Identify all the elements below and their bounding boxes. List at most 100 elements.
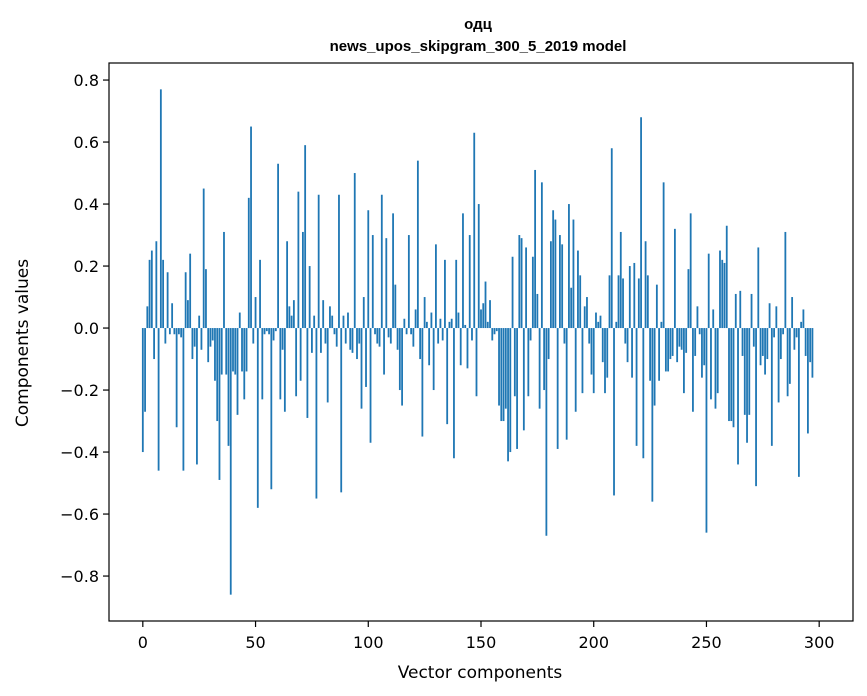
bar (374, 328, 376, 335)
bar (471, 328, 473, 341)
bar (389, 328, 392, 344)
bar (270, 328, 273, 490)
bar (545, 328, 548, 536)
bar (214, 328, 216, 381)
bar (793, 328, 796, 350)
bar (608, 275, 611, 329)
bar (493, 328, 496, 335)
bar (554, 219, 557, 329)
bar (651, 328, 654, 502)
bar (635, 328, 638, 446)
bar (446, 328, 449, 425)
bar (795, 328, 798, 338)
bar (369, 328, 372, 443)
bar (800, 321, 803, 329)
bar (405, 328, 408, 335)
bar (707, 253, 710, 329)
bar (619, 231, 622, 329)
bar (351, 328, 354, 353)
bar (743, 328, 746, 415)
bar (464, 324, 467, 329)
bar (597, 321, 600, 329)
bar (721, 259, 724, 329)
y-tick-label: 0.8 (74, 71, 99, 90)
bar (786, 328, 789, 397)
bar (385, 238, 388, 329)
bar (725, 225, 728, 329)
bar (227, 328, 230, 446)
bar (344, 328, 347, 344)
bar (148, 259, 151, 329)
bar (141, 328, 144, 453)
bar (306, 328, 309, 418)
bar (272, 328, 275, 341)
bar (432, 328, 435, 391)
x-tick-label: 50 (245, 633, 265, 652)
bar (301, 231, 304, 329)
bar (455, 259, 458, 329)
bar (764, 328, 766, 375)
x-tick-label: 300 (804, 633, 835, 652)
bar (622, 278, 624, 329)
bar (811, 328, 814, 378)
bar (482, 303, 485, 329)
bar (653, 328, 656, 406)
bar (182, 328, 185, 471)
bar (498, 328, 500, 406)
bar (741, 328, 744, 356)
bar (683, 328, 685, 394)
bar (383, 328, 385, 375)
bar (202, 188, 205, 329)
bar (802, 309, 805, 329)
bar (144, 328, 146, 412)
bar (698, 328, 701, 335)
bar (419, 328, 422, 360)
bar (559, 235, 561, 329)
bar (396, 328, 399, 350)
bar (518, 235, 521, 329)
bar (444, 259, 446, 329)
bar (412, 328, 415, 347)
bar (502, 328, 505, 422)
bar (286, 241, 289, 329)
bar (552, 210, 555, 329)
bar (430, 312, 433, 329)
bar (207, 328, 210, 363)
bar (365, 328, 367, 387)
bar (459, 328, 462, 366)
y-tick-label: −0.2 (60, 381, 99, 400)
bar (737, 328, 739, 465)
y-tick-label: −0.4 (60, 443, 99, 462)
bar (662, 182, 665, 329)
bar (667, 328, 670, 372)
bar (475, 328, 478, 397)
bar (583, 306, 586, 329)
bar (281, 328, 284, 350)
bar (775, 306, 778, 329)
bar (367, 210, 370, 329)
bar (414, 309, 417, 329)
bar (768, 303, 771, 329)
bar (807, 328, 809, 434)
bar (773, 328, 775, 338)
bar (329, 306, 331, 329)
bar (761, 328, 764, 356)
bar (525, 247, 527, 329)
bar (739, 290, 742, 329)
bar (577, 250, 579, 329)
bar (513, 328, 516, 397)
bar (716, 328, 719, 394)
bar (247, 197, 250, 329)
bar (705, 328, 708, 533)
bar (254, 297, 257, 329)
bar (168, 328, 171, 335)
bar (529, 328, 532, 341)
bar (311, 328, 313, 353)
y-axis-ticks: −0.8 −0.6 −0.4 −0.2 0.0 0.2 0.4 0.6 0.8 (60, 71, 109, 586)
bar (520, 238, 523, 329)
bar (655, 284, 658, 329)
bar (466, 328, 469, 369)
bar (574, 328, 577, 412)
bar (398, 328, 401, 391)
